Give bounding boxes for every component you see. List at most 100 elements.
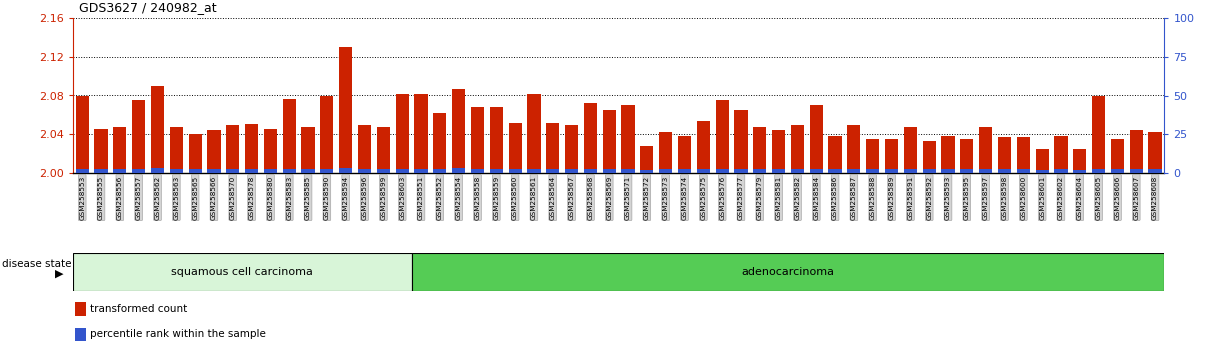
Bar [471,107,484,173]
Text: GSM258586: GSM258586 [832,175,838,219]
Bar [1129,130,1143,173]
Bar [415,169,427,173]
Text: GSM258605: GSM258605 [1095,175,1101,219]
Text: GSM258593: GSM258593 [945,175,951,219]
Bar [1054,136,1067,173]
Bar [1054,169,1067,173]
Bar [848,169,860,173]
Text: GSM258556: GSM258556 [116,175,123,219]
Text: GSM258564: GSM258564 [549,175,556,219]
Text: transformed count: transformed count [90,304,188,314]
Bar [452,89,466,173]
Text: GSM258551: GSM258551 [418,175,425,219]
Bar [132,169,146,173]
Bar [508,122,522,173]
Bar [95,130,108,173]
Bar [696,121,710,173]
Bar [791,169,804,173]
Text: percentile rank within the sample: percentile rank within the sample [90,330,266,339]
Text: GSM258587: GSM258587 [850,175,856,219]
Text: GSM258553: GSM258553 [79,175,85,219]
Bar [659,169,672,173]
Bar [678,136,691,173]
Text: squamous cell carcinoma: squamous cell carcinoma [171,267,313,277]
Bar [207,130,221,173]
Text: GSM258578: GSM258578 [249,175,255,219]
Text: GSM258566: GSM258566 [211,175,217,219]
Bar [320,96,334,173]
Bar [283,169,296,173]
Text: GSM258592: GSM258592 [927,175,933,219]
Bar [264,130,277,173]
Bar [828,169,842,173]
Text: GSM258577: GSM258577 [738,175,744,219]
Text: GSM258568: GSM258568 [587,175,593,219]
Bar [753,126,767,173]
Bar [791,125,804,173]
Bar [471,169,484,173]
Bar [1016,169,1030,173]
Bar [810,105,822,173]
Bar [226,169,239,173]
Bar [734,110,747,173]
Bar [358,169,371,173]
Bar [508,169,522,173]
Bar [75,96,89,173]
Bar [923,141,935,173]
Bar [377,169,389,173]
Bar [923,170,935,173]
Text: GSM258562: GSM258562 [154,175,160,219]
Text: GSM258603: GSM258603 [399,175,405,219]
Bar [340,47,352,173]
Bar [1111,139,1124,173]
Bar [678,169,691,173]
Bar [170,169,183,173]
Text: GSM258589: GSM258589 [889,175,894,219]
Bar [302,169,314,173]
Bar [1129,169,1143,173]
Bar [150,169,164,173]
Bar [75,327,86,341]
Text: GSM258561: GSM258561 [531,175,537,219]
Bar [941,136,955,173]
Bar [1036,149,1049,173]
Text: GSM258598: GSM258598 [1002,175,1008,219]
Bar [207,169,221,173]
Bar [320,169,334,173]
Bar [771,169,785,173]
Text: GSM258581: GSM258581 [775,175,781,219]
FancyBboxPatch shape [73,253,411,291]
Bar [226,125,239,173]
Bar [771,130,785,173]
Text: GSM258608: GSM258608 [1152,175,1158,219]
Bar [998,137,1012,173]
Text: GSM258606: GSM258606 [1115,175,1121,219]
Text: GSM258557: GSM258557 [136,175,142,219]
Bar [113,127,126,173]
Text: GSM258571: GSM258571 [625,175,631,219]
Bar [546,169,559,173]
Bar [866,169,879,173]
Text: GSM258572: GSM258572 [644,175,650,219]
Bar [546,122,559,173]
Text: GSM258579: GSM258579 [757,175,763,219]
Text: GSM258607: GSM258607 [1133,175,1139,219]
Text: GSM258555: GSM258555 [98,175,104,219]
Bar [603,169,616,173]
Bar [433,169,446,173]
Text: GSM258567: GSM258567 [569,175,575,219]
Bar [528,169,541,173]
Bar [696,169,710,173]
Bar [75,302,86,316]
Text: GSM258595: GSM258595 [964,175,970,219]
Bar [452,169,466,173]
Bar [565,125,579,173]
Bar [245,169,258,173]
Bar [961,169,974,173]
Bar [113,169,126,173]
Text: GSM258565: GSM258565 [192,175,198,219]
Bar [828,136,842,173]
Bar [1074,149,1087,173]
Text: GSM258552: GSM258552 [437,175,443,219]
Bar [583,169,597,173]
